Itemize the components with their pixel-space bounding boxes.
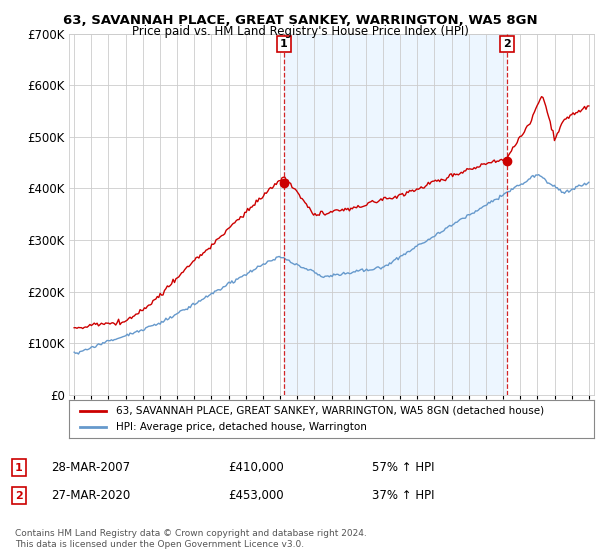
Bar <box>284 34 507 395</box>
Text: 27-MAR-2020: 27-MAR-2020 <box>51 489 130 502</box>
Text: 2: 2 <box>15 491 23 501</box>
Text: £453,000: £453,000 <box>228 489 284 502</box>
Text: HPI: Average price, detached house, Warrington: HPI: Average price, detached house, Warr… <box>116 422 367 432</box>
Text: Price paid vs. HM Land Registry's House Price Index (HPI): Price paid vs. HM Land Registry's House … <box>131 25 469 38</box>
Text: 63, SAVANNAH PLACE, GREAT SANKEY, WARRINGTON, WA5 8GN: 63, SAVANNAH PLACE, GREAT SANKEY, WARRIN… <box>62 14 538 27</box>
Text: 37% ↑ HPI: 37% ↑ HPI <box>372 489 434 502</box>
Text: 57% ↑ HPI: 57% ↑ HPI <box>372 461 434 474</box>
Text: 63, SAVANNAH PLACE, GREAT SANKEY, WARRINGTON, WA5 8GN (detached house): 63, SAVANNAH PLACE, GREAT SANKEY, WARRIN… <box>116 405 544 416</box>
Text: 1: 1 <box>15 463 23 473</box>
Text: 28-MAR-2007: 28-MAR-2007 <box>51 461 130 474</box>
Text: Contains HM Land Registry data © Crown copyright and database right 2024.
This d: Contains HM Land Registry data © Crown c… <box>15 529 367 549</box>
Text: 1: 1 <box>280 39 288 49</box>
Text: £410,000: £410,000 <box>228 461 284 474</box>
Text: 2: 2 <box>503 39 511 49</box>
